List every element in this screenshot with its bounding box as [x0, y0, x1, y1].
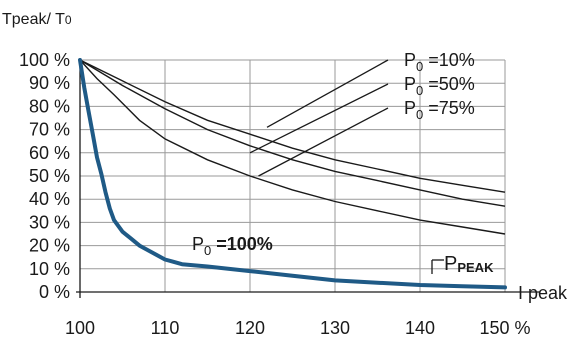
series-label: P0 =75% [404, 98, 475, 122]
x-tick-label: 120 [235, 318, 265, 338]
y-tick-label: 100 % [19, 50, 70, 70]
y-tick-label: 60 % [29, 143, 70, 163]
y-tick-label: 50 % [29, 166, 70, 186]
legend-leader-line [249, 83, 389, 154]
series-line [79, 59, 506, 207]
axes [76, 58, 540, 298]
y-axis-title: Tpeak/ T0 [2, 11, 72, 28]
peak-annotation: PPEAK [444, 253, 494, 275]
y-tick-label: 10 % [29, 259, 70, 279]
legend-leader-line [258, 107, 389, 177]
legend-leader-line [266, 59, 389, 128]
legend-leader-lines [249, 59, 444, 274]
grid-lines [80, 59, 506, 292]
series-curves [78, 58, 507, 290]
x-tick-label: 150 % [479, 318, 530, 338]
x-tick-label: 110 [151, 318, 180, 338]
y-tick-label: 30 % [29, 212, 70, 232]
y-tick-label: 80 % [29, 96, 70, 116]
x-tick-label: 140 [405, 318, 435, 338]
y-tick-label: 40 % [29, 189, 70, 209]
series-line [78, 58, 507, 290]
y-tick-label: 20 % [29, 236, 70, 256]
x-tick-label: 100 [65, 318, 95, 338]
y-tick-label: 90 % [29, 73, 70, 93]
series-label-main: P0 =100% [192, 234, 273, 258]
y-tick-label: 0 % [39, 282, 70, 302]
x-tick-label: 130 [320, 318, 350, 338]
series-label: P0 =50% [404, 74, 475, 98]
series-label: P0 =10% [404, 50, 475, 74]
y-tick-label: 70 % [29, 120, 70, 140]
chart-text: 0 % 10 % 20 % 30 % 40 % 50 % 60 % 70 % 80 % 90 % 1… [2, 11, 568, 338]
series-line [79, 59, 506, 193]
series-line [79, 59, 506, 235]
x-axis-title: I peak [518, 283, 568, 303]
